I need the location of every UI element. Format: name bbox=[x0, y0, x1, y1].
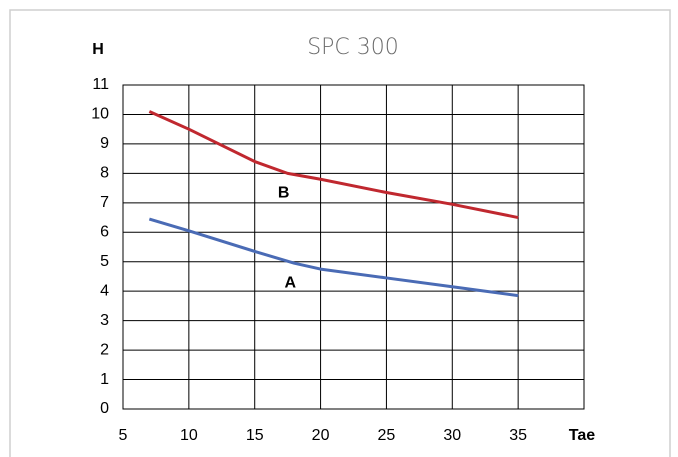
x-tick-label: 15 bbox=[246, 427, 264, 444]
series-label: A bbox=[284, 274, 296, 291]
y-axis-label: H bbox=[92, 41, 104, 58]
line bbox=[148, 110, 519, 220]
x-tick-label: 5 bbox=[119, 427, 128, 444]
x-tick-label: 20 bbox=[312, 427, 330, 444]
y-tick-label: 7 bbox=[100, 194, 109, 211]
frame bbox=[9, 9, 671, 457]
y-tick-label: 9 bbox=[100, 135, 109, 152]
plot-frame bbox=[122, 84, 585, 410]
y-tick-label: 1 bbox=[100, 371, 109, 388]
y-tick-label: 2 bbox=[100, 341, 109, 358]
y-tick-label: 6 bbox=[100, 223, 109, 240]
y-tick-label: 3 bbox=[100, 312, 109, 329]
y-tick-label: 0 bbox=[100, 400, 109, 417]
series-label: B bbox=[278, 185, 290, 202]
line bbox=[148, 217, 519, 298]
x-tick-label: 30 bbox=[443, 427, 461, 444]
y-tick-label: 10 bbox=[91, 106, 109, 123]
x-tick-label: 35 bbox=[509, 427, 527, 444]
chart-title: SPC 300 bbox=[307, 35, 399, 60]
x-tick-label: 25 bbox=[378, 427, 396, 444]
x-axis-label: Tae bbox=[569, 427, 595, 444]
y-tick-label: 4 bbox=[100, 282, 109, 299]
x-tick-label: 10 bbox=[180, 427, 198, 444]
y-tick-label: 11 bbox=[92, 76, 109, 93]
y-tick-label: 5 bbox=[100, 253, 109, 270]
y-tick-label: 8 bbox=[100, 165, 109, 182]
